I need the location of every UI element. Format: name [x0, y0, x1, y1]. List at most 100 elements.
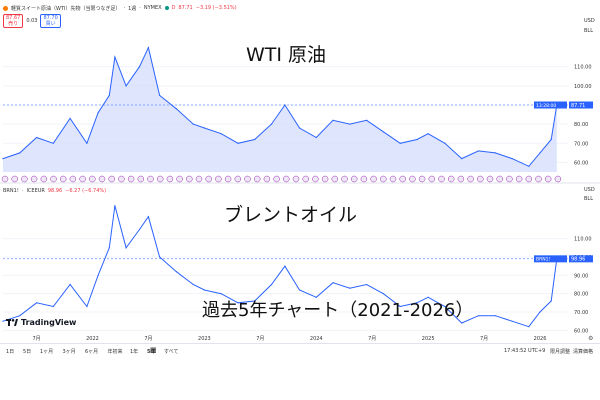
- event-marker-icon[interactable]: [156, 175, 164, 183]
- event-marker-icon[interactable]: [283, 175, 290, 183]
- event-marker-icon[interactable]: [234, 175, 242, 183]
- xaxis-tick-label: 2022: [86, 336, 99, 342]
- timeframe-1[interactable]: 5日: [23, 349, 32, 355]
- event-marker-icon[interactable]: [21, 175, 28, 183]
- event-marker-icon[interactable]: [389, 175, 397, 183]
- event-marker-icon[interactable]: [273, 175, 280, 183]
- timeframe-0[interactable]: 1日: [6, 349, 15, 355]
- tradingview-logo[interactable]: TradingView: [6, 318, 76, 327]
- brent-data-point: [332, 282, 334, 284]
- wti-ytick-label: 70.00: [574, 141, 588, 147]
- event-marker-icon[interactable]: [69, 175, 77, 183]
- event-marker-icon[interactable]: [399, 175, 406, 183]
- event-marker-icon[interactable]: [467, 175, 474, 183]
- event-marker-icon[interactable]: [147, 175, 154, 183]
- event-marker-icon[interactable]: [215, 175, 222, 183]
- event-marker-icon[interactable]: [50, 175, 57, 183]
- tradingview-logo-icon: [6, 319, 18, 326]
- event-marker-icon[interactable]: [350, 175, 358, 183]
- brent-axis-unit: BLL: [584, 196, 594, 202]
- event-marker-icon[interactable]: [544, 175, 552, 183]
- event-marker-icon[interactable]: [321, 175, 329, 183]
- timeframe-5[interactable]: 年初来: [107, 349, 123, 355]
- xaxis-tick-label: 7月: [144, 336, 152, 342]
- event-marker-icon[interactable]: [108, 175, 115, 183]
- charts-canvas[interactable]: 110.00 100.00 90.00 80.00 70.00 60.00 13:28:0…: [0, 0, 600, 343]
- event-marker-icon[interactable]: [253, 175, 261, 183]
- event-marker-icon[interactable]: [292, 175, 300, 183]
- wti-data-point: [220, 133, 222, 135]
- event-marker-icon[interactable]: [79, 175, 86, 183]
- wti-data-point: [86, 142, 88, 144]
- event-marker-icon[interactable]: [312, 175, 319, 183]
- brent-ytick-label: 80.00: [574, 292, 588, 298]
- brent-data-point: [192, 283, 194, 286]
- event-marker-icon[interactable]: [127, 175, 135, 183]
- event-marker-icon[interactable]: [418, 175, 426, 183]
- wti-interval[interactable]: 1週: [128, 5, 137, 12]
- sell-button[interactable]: 87.67 売り: [3, 14, 24, 28]
- event-marker-icon[interactable]: [370, 175, 377, 183]
- timeframe-2[interactable]: 1ヶ月: [40, 349, 54, 355]
- event-marker-icon[interactable]: [98, 175, 106, 183]
- session-toggle[interactable]: 限月調整: [550, 349, 571, 355]
- brent-exchange: ICEEUR: [26, 188, 45, 194]
- event-marker-icon[interactable]: [506, 175, 513, 183]
- wti-data-point: [114, 56, 116, 58]
- wti-symbol-bar[interactable]: 軽質スイート原油（WTI）先物（当限つなぎ足） · 1週 · NYMEX D 8…: [3, 3, 237, 13]
- timeframe-4[interactable]: 6ヶ月: [85, 349, 99, 355]
- event-marker-icon[interactable]: [263, 175, 271, 183]
- event-marker-icon[interactable]: [176, 175, 183, 183]
- settlement-toggle[interactable]: 清算価格: [573, 349, 594, 355]
- brent-price-tag: 98.96: [571, 257, 585, 263]
- timeframe-3[interactable]: 3ヶ月: [62, 349, 76, 355]
- timeframe-6[interactable]: 1年: [130, 349, 139, 355]
- brent-data-point: [69, 283, 71, 286]
- timeframe-bar: 1日 5日 1ヶ月 3ヶ月 6ヶ月 年初来 1年 5年 すべて ▦ 17:43:52 UTC+9…: [0, 343, 600, 358]
- buy-button[interactable]: 87.70 買い: [40, 14, 61, 28]
- event-marker-icon[interactable]: [166, 175, 174, 183]
- brent-symbol-bar[interactable]: BRN1! · ICEEUR 98.96 −6.27 (−6.74%): [3, 188, 107, 194]
- wti-data-point: [332, 119, 334, 121]
- event-marker-icon[interactable]: [302, 175, 309, 183]
- event-marker-icon[interactable]: [380, 175, 387, 183]
- axis-settings-icon[interactable]: ⚙: [588, 335, 593, 342]
- event-marker-icon[interactable]: [525, 175, 533, 183]
- calendar-icon[interactable]: ▦: [150, 346, 157, 354]
- event-marker-icon[interactable]: [428, 175, 436, 183]
- event-marker-icon[interactable]: [244, 175, 251, 183]
- event-marker-icon[interactable]: [40, 175, 48, 183]
- timeframe-8[interactable]: すべて: [164, 349, 179, 355]
- event-marker-icon[interactable]: [331, 175, 339, 183]
- event-marker-icon[interactable]: [447, 175, 455, 183]
- event-marker-icon[interactable]: [89, 175, 96, 183]
- event-marker-icon[interactable]: [535, 175, 542, 183]
- wti-data-point: [270, 123, 273, 125]
- timeframe-7[interactable]: 5年: [147, 349, 156, 355]
- event-marker-icon[interactable]: [118, 175, 125, 183]
- event-marker-icon[interactable]: [59, 175, 67, 183]
- event-marker-icon[interactable]: [1, 175, 9, 183]
- event-marker-icon[interactable]: [360, 175, 368, 183]
- event-marker-icon[interactable]: [554, 175, 562, 183]
- event-marker-icon[interactable]: [195, 175, 203, 183]
- event-marker-icon[interactable]: [11, 175, 18, 183]
- event-marker-icon[interactable]: [515, 175, 523, 183]
- wti-trade-boxes: 87.67 売り 0.03 87.70 買い: [3, 14, 61, 28]
- brent-data-point: [550, 300, 552, 302]
- event-marker-icon[interactable]: [438, 175, 445, 183]
- event-marker-icon[interactable]: [137, 175, 145, 183]
- event-marker-icon[interactable]: [409, 175, 416, 183]
- event-marker-icon[interactable]: [186, 175, 193, 183]
- event-marker-icon[interactable]: [496, 175, 503, 183]
- event-marker-icon[interactable]: [224, 175, 232, 183]
- xaxis-tick-label: 7月: [368, 336, 376, 342]
- event-marker-icon[interactable]: [205, 175, 212, 183]
- event-marker-icon[interactable]: [477, 175, 484, 183]
- event-marker-icon[interactable]: [30, 175, 38, 183]
- event-marker-icon[interactable]: [486, 175, 494, 183]
- event-marker-icon[interactable]: [457, 175, 465, 183]
- event-marker-icon[interactable]: [341, 175, 348, 183]
- brent-data-point: [511, 320, 513, 322]
- xaxis-tick-label: 2023: [198, 336, 211, 342]
